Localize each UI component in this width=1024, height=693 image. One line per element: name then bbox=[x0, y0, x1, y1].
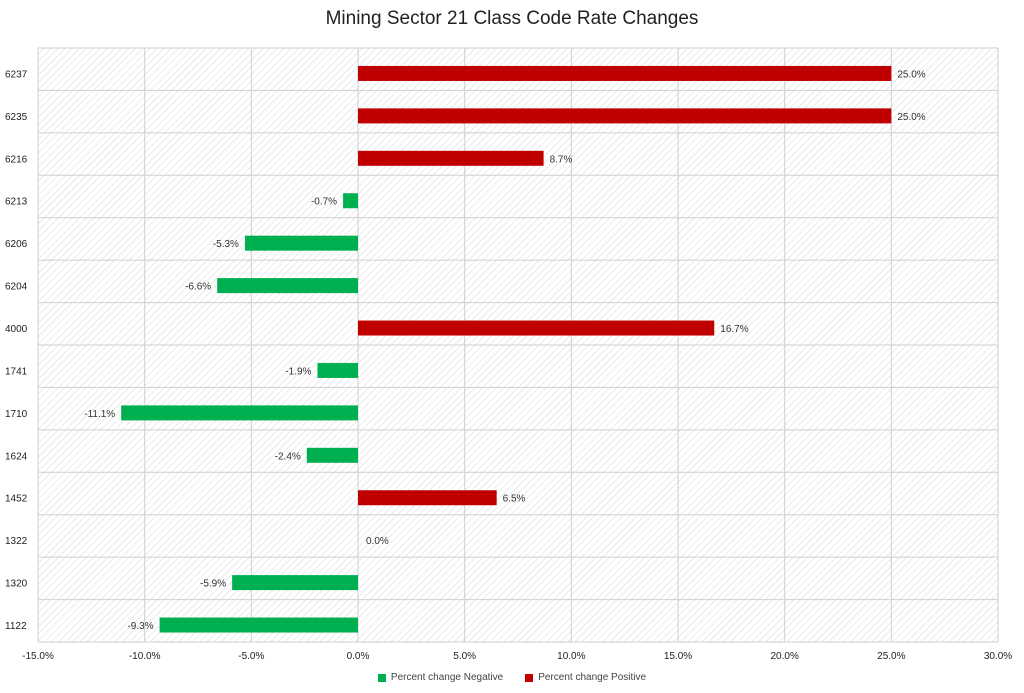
category-label-6213: 6213 bbox=[5, 197, 28, 208]
x-tick-label: 5.0% bbox=[453, 651, 476, 662]
bars bbox=[121, 65, 892, 633]
legend: Percent change Negative Percent change P… bbox=[0, 672, 1024, 683]
data-label-6237: 25.0% bbox=[897, 69, 925, 80]
category-label-6204: 6204 bbox=[5, 282, 28, 293]
bar-1710 bbox=[121, 405, 358, 421]
bar-6204 bbox=[217, 278, 358, 294]
x-tick-label: 0.0% bbox=[347, 651, 370, 662]
bar-6206 bbox=[244, 235, 358, 251]
x-tick-label: -15.0% bbox=[22, 651, 54, 662]
legend-swatch-positive bbox=[525, 673, 534, 682]
category-label-6216: 6216 bbox=[5, 154, 28, 165]
x-tick-label: -5.0% bbox=[238, 651, 264, 662]
bar-6213 bbox=[343, 193, 358, 209]
data-label-1322: 0.0% bbox=[366, 536, 389, 547]
data-label-1710: -11.1% bbox=[84, 409, 115, 420]
category-label-1624: 1624 bbox=[5, 451, 28, 462]
category-label-1322: 1322 bbox=[5, 536, 28, 547]
x-tick-label: 10.0% bbox=[557, 651, 585, 662]
data-label-1741: -1.9% bbox=[285, 366, 311, 377]
category-label-4000: 4000 bbox=[5, 324, 28, 335]
legend-swatch-negative bbox=[377, 673, 386, 682]
data-label-1452: 6.5% bbox=[503, 494, 526, 505]
category-label-6237: 6237 bbox=[5, 69, 28, 80]
bar-6235 bbox=[358, 108, 892, 124]
bar-1741 bbox=[317, 362, 358, 378]
category-labels: 6237 6235 6216 6213 6206 6204 4000 1741 1710 1624… bbox=[5, 69, 28, 632]
category-label-1122: 1122 bbox=[5, 621, 27, 632]
bar-1122 bbox=[159, 617, 358, 633]
x-tick-label: 30.0% bbox=[984, 651, 1012, 662]
bar-1320 bbox=[232, 575, 358, 591]
category-label-6235: 6235 bbox=[5, 112, 28, 123]
bar-1624 bbox=[306, 447, 358, 463]
x-tick-label: 25.0% bbox=[877, 651, 905, 662]
data-label-6235: 25.0% bbox=[897, 112, 925, 123]
data-label-6216: 8.7% bbox=[550, 154, 573, 165]
legend-item-positive: Percent change Positive bbox=[525, 672, 646, 683]
x-tick-label: 20.0% bbox=[770, 651, 798, 662]
data-label-6204: -6.6% bbox=[185, 282, 211, 293]
legend-label-positive: Percent change Positive bbox=[538, 672, 647, 683]
data-label-1624: -2.4% bbox=[275, 451, 301, 462]
category-label-1710: 1710 bbox=[5, 409, 28, 420]
data-label-1320: -5.9% bbox=[200, 579, 226, 590]
category-label-6206: 6206 bbox=[5, 239, 28, 250]
category-label-1741: 1741 bbox=[5, 366, 28, 377]
bar-6237 bbox=[358, 65, 892, 81]
data-label-1122: -9.3% bbox=[127, 621, 153, 632]
data-label-6213: -0.7% bbox=[311, 197, 337, 208]
x-tick-labels: -15.0% -10.0% -5.0% 0.0% 5.0% 10.0% 15.0% 20.0%… bbox=[22, 651, 1012, 662]
category-label-1320: 1320 bbox=[5, 579, 28, 590]
data-label-6206: -5.3% bbox=[213, 239, 239, 250]
data-label-4000: 16.7% bbox=[720, 324, 748, 335]
grid-lines bbox=[37, 47, 999, 643]
category-label-1452: 1452 bbox=[5, 494, 28, 505]
x-tick-label: -10.0% bbox=[129, 651, 161, 662]
legend-item-negative: Percent change Negative bbox=[377, 672, 504, 683]
data-labels: 25.0% 25.0% 8.7% -0.7% -5.3% -6.6% 16.7% -1.9% -… bbox=[84, 69, 926, 632]
x-tick-label: 15.0% bbox=[664, 651, 692, 662]
legend-label-negative: Percent change Negative bbox=[390, 672, 504, 683]
bar-1452 bbox=[358, 490, 497, 506]
bar-6216 bbox=[358, 150, 544, 166]
chart-title: Mining Sector 21 Class Code Rate Changes bbox=[325, 8, 699, 29]
bar-4000 bbox=[358, 320, 715, 336]
